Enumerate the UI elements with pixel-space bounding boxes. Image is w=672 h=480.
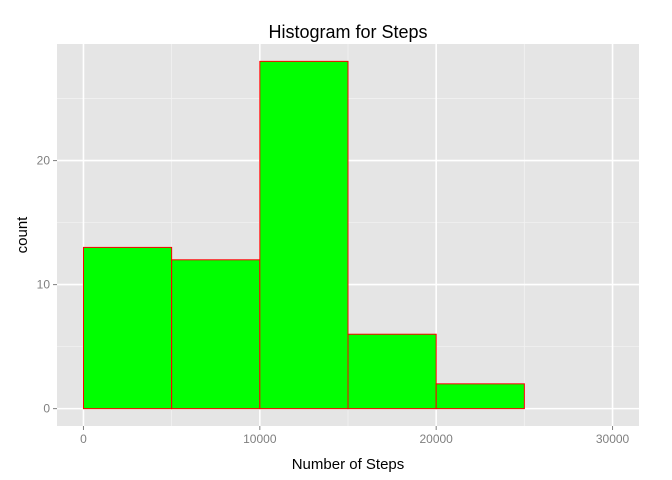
histogram-bar xyxy=(347,333,437,410)
x-tick-label: 0 xyxy=(80,432,87,446)
x-tick-label: 30000 xyxy=(596,432,630,446)
x-axis-title: Number of Steps xyxy=(292,456,405,473)
x-axis-ticks: 0 10000 20000 30000 xyxy=(80,426,630,446)
x-tick-label: 20000 xyxy=(419,432,453,446)
chart-title: Histogram for Steps xyxy=(268,22,427,42)
y-tick-label: 10 xyxy=(37,278,51,292)
histogram-bar xyxy=(435,383,525,410)
histogram-bar xyxy=(259,60,349,410)
x-tick-label: 10000 xyxy=(243,432,277,446)
histogram-bars xyxy=(82,60,525,410)
histogram-bar xyxy=(82,246,173,410)
y-axis-title: count xyxy=(14,216,31,254)
histogram-bar xyxy=(171,259,261,410)
y-tick-label: 20 xyxy=(37,154,51,168)
y-axis-ticks: 0 10 20 xyxy=(37,154,57,416)
y-tick-label: 0 xyxy=(43,402,50,416)
